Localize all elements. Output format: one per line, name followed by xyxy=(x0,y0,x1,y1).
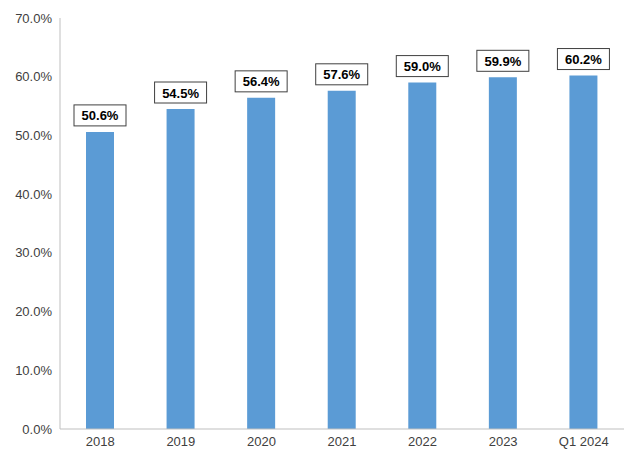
svg-text:2021: 2021 xyxy=(328,434,357,449)
svg-text:60.0%: 60.0% xyxy=(15,69,52,84)
svg-text:57.6%: 57.6% xyxy=(323,67,360,82)
svg-text:2019: 2019 xyxy=(166,434,195,449)
svg-text:2018: 2018 xyxy=(86,434,115,449)
svg-text:59.9%: 59.9% xyxy=(484,54,521,69)
svg-text:56.4%: 56.4% xyxy=(243,74,280,89)
svg-text:59.0%: 59.0% xyxy=(404,59,441,74)
svg-text:Q1 2024: Q1 2024 xyxy=(559,434,609,449)
svg-text:2023: 2023 xyxy=(489,434,518,449)
svg-text:50.6%: 50.6% xyxy=(82,108,119,123)
svg-text:50.0%: 50.0% xyxy=(15,128,52,143)
svg-text:70.0%: 70.0% xyxy=(15,11,52,26)
svg-text:54.5%: 54.5% xyxy=(162,86,199,101)
svg-text:20.0%: 20.0% xyxy=(15,304,52,319)
svg-text:2022: 2022 xyxy=(408,434,437,449)
svg-text:10.0%: 10.0% xyxy=(15,363,52,378)
svg-text:30.0%: 30.0% xyxy=(15,245,52,260)
svg-text:60.2%: 60.2% xyxy=(565,52,602,67)
svg-text:40.0%: 40.0% xyxy=(15,187,52,202)
svg-text:2020: 2020 xyxy=(247,434,276,449)
svg-text:0.0%: 0.0% xyxy=(22,422,52,437)
